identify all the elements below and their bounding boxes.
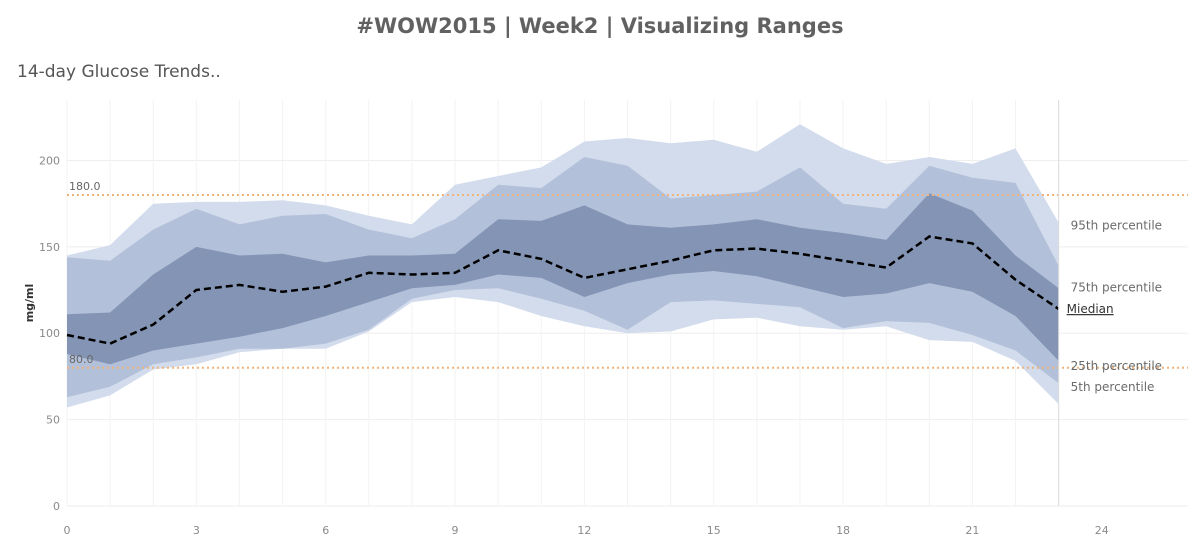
band-inner bbox=[67, 193, 1059, 365]
x-tick-label: 9 bbox=[452, 524, 459, 537]
x-tick-label: 0 bbox=[64, 524, 71, 537]
y-tick-label: 0 bbox=[53, 500, 60, 513]
x-tick-label: 6 bbox=[322, 524, 329, 537]
series-label-95th-percentile: 95th percentile bbox=[1071, 218, 1162, 232]
series-label-75th-percentile: 75th percentile bbox=[1071, 280, 1162, 294]
x-tick-label: 15 bbox=[707, 524, 721, 537]
series-label-25th-percentile: 25th percentile bbox=[1071, 359, 1162, 373]
chart-subtitle: 14-day Glucose Trends.. bbox=[17, 62, 221, 82]
median-line bbox=[66, 235, 1060, 345]
y-tick-label: 200 bbox=[39, 154, 60, 167]
series-label-miedian: Miedian bbox=[1067, 302, 1114, 316]
x-tick-label: 3 bbox=[193, 524, 200, 537]
reference-line-label: 180.0 bbox=[69, 180, 101, 193]
reference-line-label: 80.0 bbox=[69, 353, 94, 366]
y-tick-label: 50 bbox=[46, 414, 60, 427]
x-tick-label: 18 bbox=[836, 524, 850, 537]
y-tick-label: 100 bbox=[39, 327, 60, 340]
x-tick-label: 21 bbox=[965, 524, 979, 537]
y-tick-label: 150 bbox=[39, 241, 60, 254]
x-tick-label: 12 bbox=[577, 524, 591, 537]
series-label-5th-percentile: 5th percentile bbox=[1071, 380, 1155, 394]
page-title: #WOW2015 | Week2 | Visualizing Ranges bbox=[356, 14, 844, 38]
x-tick-label: 24 bbox=[1095, 524, 1109, 537]
y-axis-label: mg/ml bbox=[23, 284, 36, 323]
